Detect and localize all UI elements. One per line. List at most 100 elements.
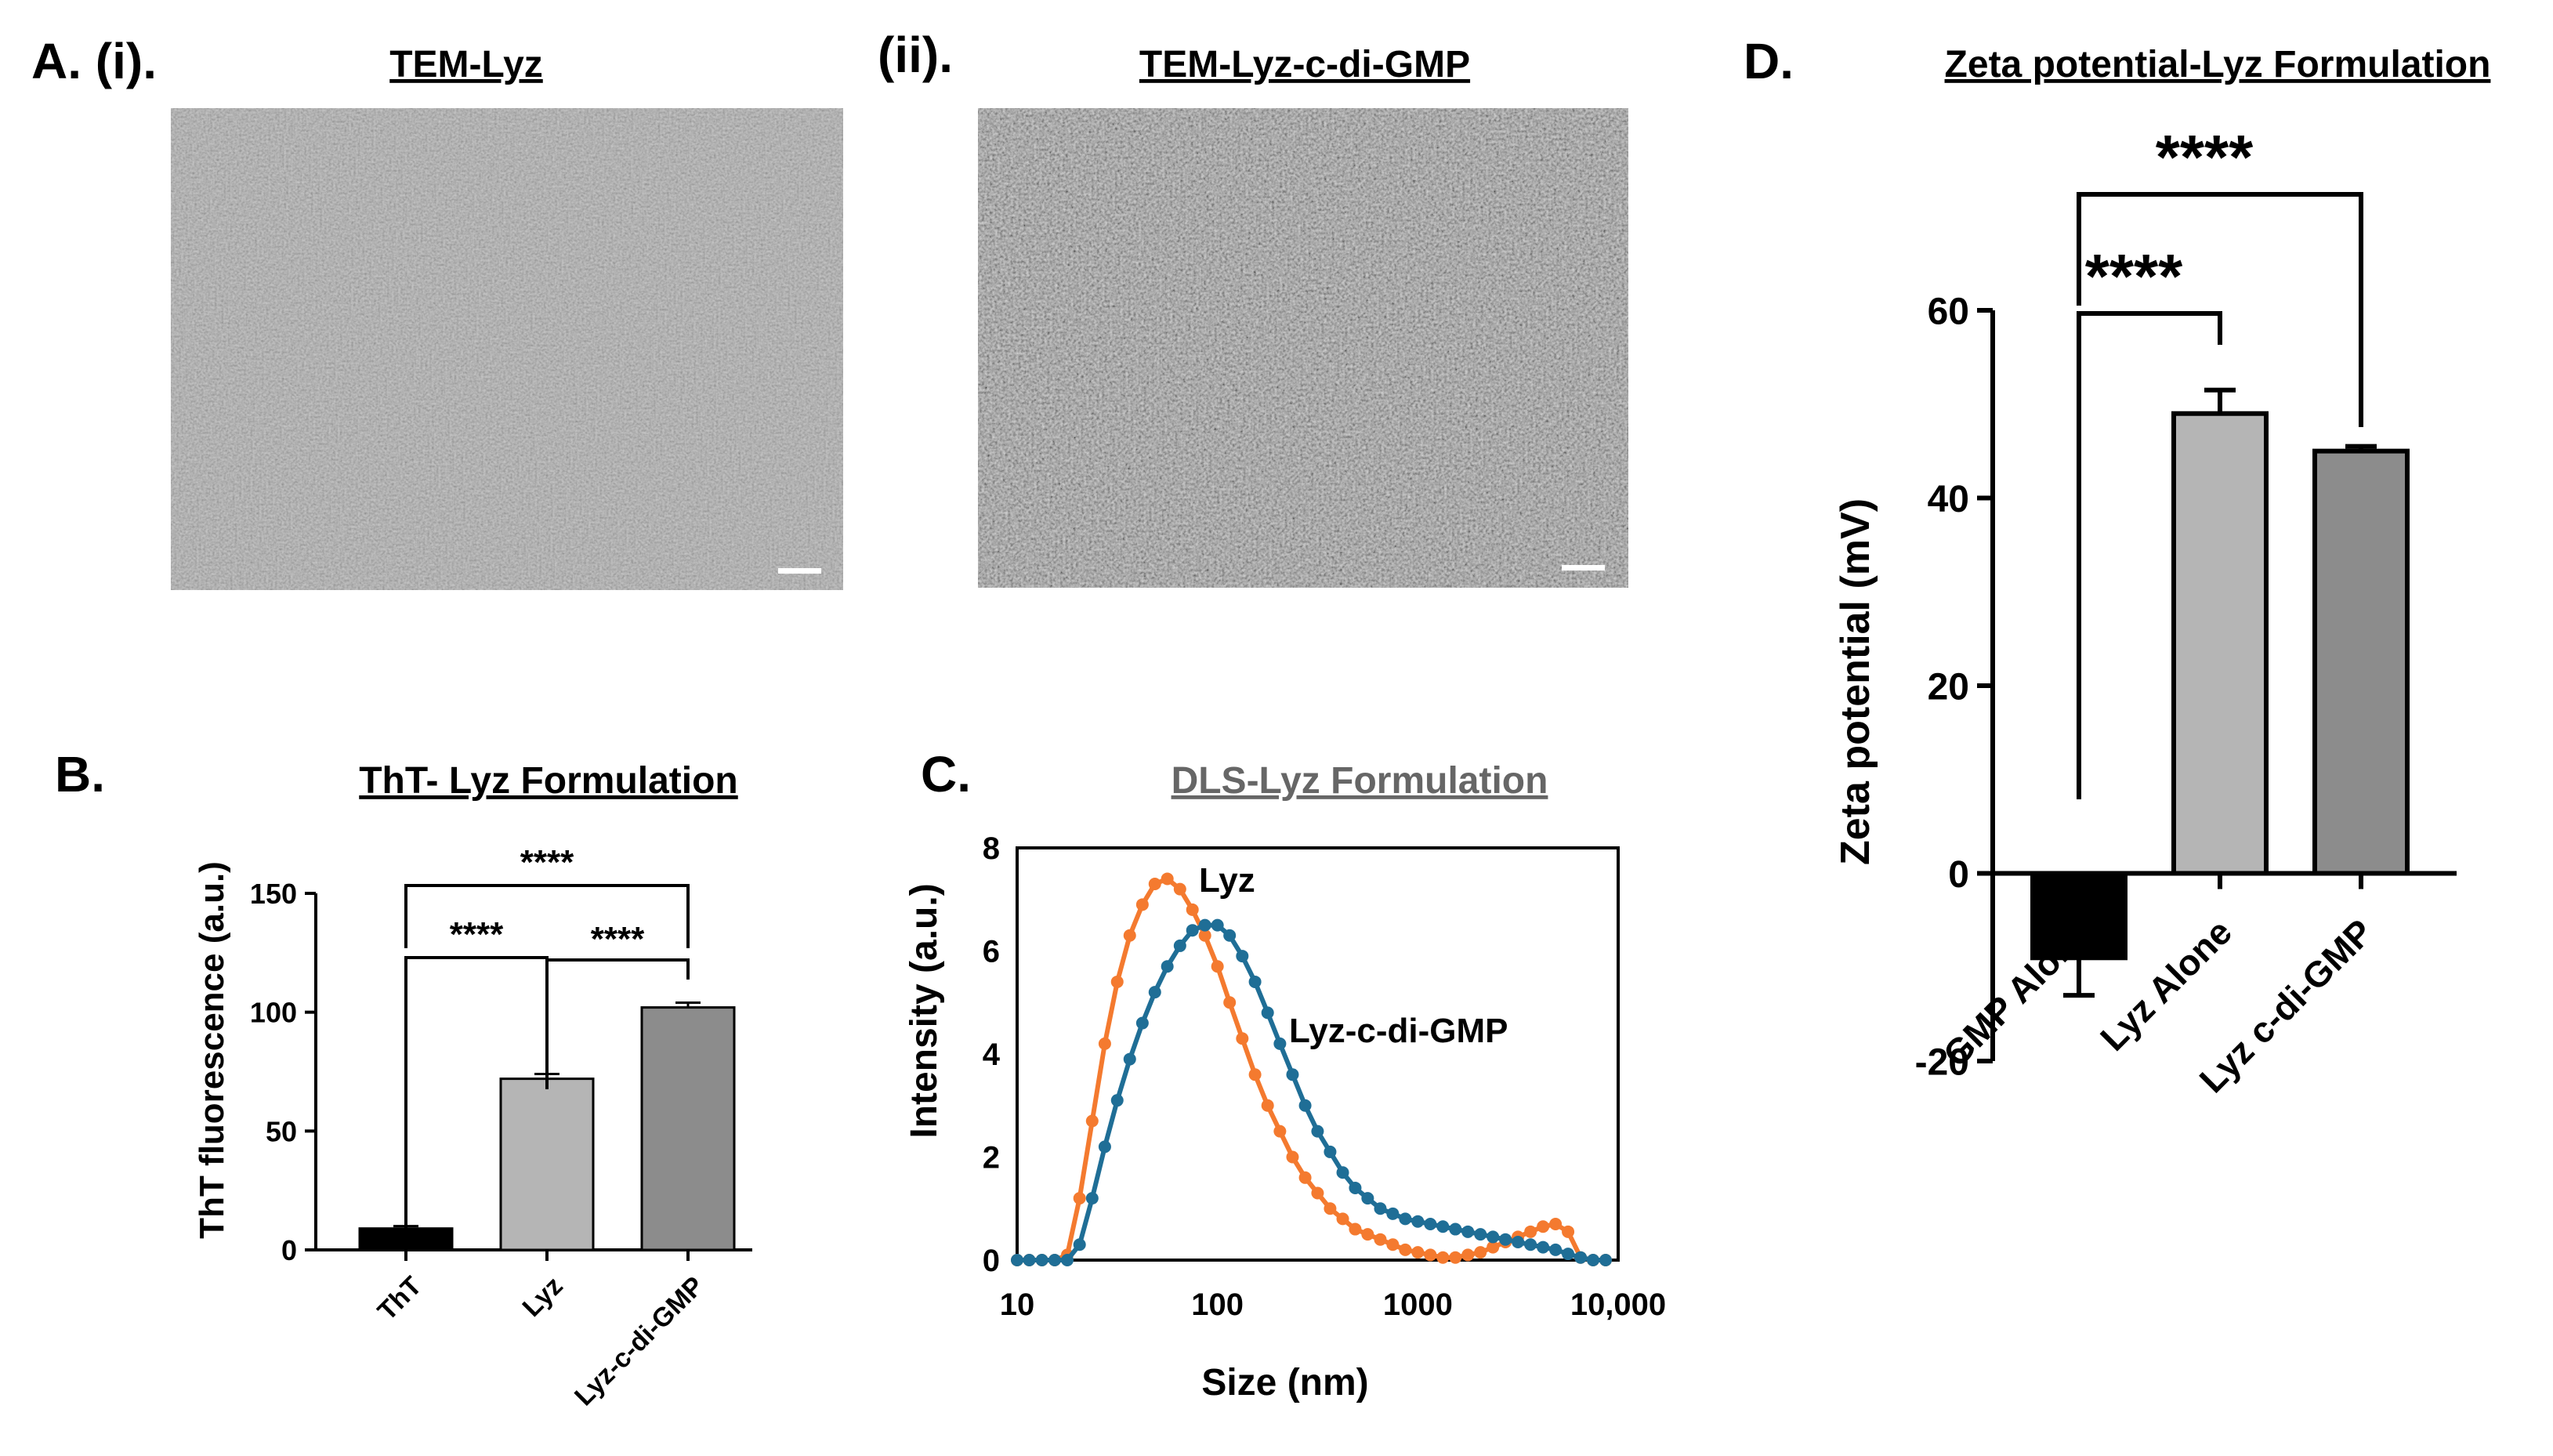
tem-right-title: TEM-Lyz-c-di-GMP <box>1139 44 1470 85</box>
tem-left-title: TEM-Lyz <box>389 44 543 85</box>
significance-bracket <box>404 956 549 1238</box>
data-point-lyz-c-di-gmp <box>1349 1181 1362 1194</box>
y-tick-label: 2 <box>983 1141 1000 1175</box>
annotation-lyz-c-di-gmp: Lyz-c-di-GMP <box>1289 1012 1508 1050</box>
scale-bar <box>1562 565 1605 570</box>
chart-b-title: ThT- Lyz Formulation <box>359 760 738 802</box>
data-point-lyz-c-di-gmp <box>1261 1006 1274 1020</box>
data-point-lyz <box>1537 1220 1550 1233</box>
data-point-lyz <box>1261 1099 1274 1112</box>
significance-stars: **** <box>2156 122 2254 192</box>
data-point-lyz-c-di-gmp <box>1135 1016 1149 1030</box>
data-point-lyz <box>1461 1248 1475 1262</box>
y-tick-label: 20 <box>1928 666 1969 708</box>
y-tick-label: 0 <box>281 1234 297 1266</box>
data-point-lyz <box>1085 1114 1099 1128</box>
data-point-lyz-c-di-gmp <box>1336 1166 1349 1179</box>
chart-c-ylabel: Intensity (a.u.) <box>904 883 945 1138</box>
data-point-lyz <box>1135 898 1149 911</box>
bar-lyz <box>499 1078 595 1251</box>
x-tick-label: 1000 <box>1383 1288 1453 1322</box>
data-point-lyz <box>1110 975 1124 988</box>
data-point-lyz <box>1098 1037 1111 1050</box>
bar-lyz-c-di-gmp <box>640 1006 736 1251</box>
data-point-lyz <box>1211 960 1224 973</box>
significance-bracket <box>2077 192 2363 427</box>
data-point-lyz-c-di-gmp <box>1311 1125 1324 1138</box>
data-point-lyz-c-di-gmp <box>1085 1192 1099 1205</box>
data-point-lyz <box>1161 872 1174 886</box>
data-point-lyz-c-di-gmp <box>1324 1145 1337 1158</box>
data-point-lyz <box>1386 1238 1400 1251</box>
data-point-lyz-c-di-gmp <box>1449 1222 1462 1236</box>
x-tick-label: 10 <box>1000 1288 1035 1322</box>
panel-label-d: D. <box>1744 33 1794 89</box>
y-tick-label: -20 <box>1915 1041 1969 1083</box>
data-point-lyz <box>1148 878 1161 891</box>
plot-frame <box>1016 846 1620 1262</box>
bar-lyz-alone <box>2171 411 2269 876</box>
data-point-lyz-c-di-gmp <box>1374 1202 1387 1215</box>
data-point-lyz <box>1361 1228 1374 1241</box>
data-point-lyz <box>1198 929 1211 942</box>
y-tick-label: 150 <box>250 878 297 910</box>
bar-lyz-c-di-gmp <box>2312 448 2410 876</box>
data-point-lyz <box>1524 1225 1537 1238</box>
series-line-lyz <box>1017 876 1606 1262</box>
scale-bar <box>778 568 821 574</box>
data-point-lyz-c-di-gmp <box>1035 1254 1048 1266</box>
tem-image-lyz <box>171 108 843 590</box>
data-point-lyz-c-di-gmp <box>1248 975 1262 988</box>
panel-label-a: A. (i). <box>31 33 157 89</box>
data-point-lyz-c-di-gmp <box>1148 986 1161 999</box>
y-tick-label: 4 <box>983 1038 1001 1072</box>
x-tick-label: Lyz-c-di-GMP <box>569 1271 710 1412</box>
data-point-lyz <box>1336 1212 1349 1226</box>
panel-label-c: C. <box>921 746 971 802</box>
data-point-lyz-c-di-gmp <box>1123 1052 1136 1066</box>
tem-image-lyz-c-di-gmp <box>978 108 1628 588</box>
data-point-lyz-c-di-gmp <box>1399 1212 1412 1226</box>
x-tick-label: GMP Alone <box>1936 911 2099 1074</box>
data-point-lyz-c-di-gmp <box>1098 1140 1111 1154</box>
data-point-lyz-c-di-gmp <box>1361 1192 1374 1205</box>
chart-d-ylabel: Zeta potential (mV) <box>1833 498 1878 865</box>
data-point-lyz-c-di-gmp <box>1574 1251 1588 1264</box>
data-point-lyz-c-di-gmp <box>1110 1094 1124 1107</box>
significance-stars: **** <box>520 843 574 882</box>
data-point-lyz-c-di-gmp <box>1173 939 1186 952</box>
series-line-lyz-c-di-gmp <box>1017 922 1606 1262</box>
data-point-lyz-c-di-gmp <box>1436 1220 1450 1233</box>
y-tick-label: 100 <box>250 997 297 1029</box>
panel-label-b: B. <box>55 746 105 802</box>
x-tick-label: ThT <box>372 1271 428 1327</box>
y-tick-label: 6 <box>983 935 1000 969</box>
data-point-lyz-c-di-gmp <box>1211 918 1224 932</box>
data-point-lyz-c-di-gmp <box>1048 1254 1061 1266</box>
data-point-lyz-c-di-gmp <box>1599 1254 1613 1266</box>
data-point-lyz-c-di-gmp <box>1236 950 1249 963</box>
y-tick-label: 60 <box>1928 291 1969 332</box>
data-point-lyz-c-di-gmp <box>1512 1235 1525 1248</box>
y-tick-label: 40 <box>1928 479 1969 520</box>
data-point-lyz <box>1073 1192 1086 1205</box>
data-point-lyz <box>1223 996 1237 1009</box>
data-point-lyz-c-di-gmp <box>1524 1238 1537 1251</box>
data-point-lyz <box>1474 1246 1487 1259</box>
data-point-lyz-c-di-gmp <box>1186 924 1199 937</box>
chart-dls: DLS-Lyz Formulation Intensity (a.u.) Siz… <box>904 760 1666 1403</box>
data-point-lyz <box>1123 929 1136 942</box>
chart-c-title: DLS-Lyz Formulation <box>1171 760 1548 802</box>
chart-c-xlabel: Size (nm) <box>1201 1362 1368 1403</box>
data-point-lyz <box>1236 1032 1249 1045</box>
data-point-lyz-c-di-gmp <box>1286 1068 1299 1081</box>
y-tick-label: 8 <box>983 831 1000 866</box>
data-point-lyz <box>1273 1125 1287 1138</box>
chart-zeta-potential: Zeta potential-Lyz Formulation Zeta pote… <box>1833 44 2490 1100</box>
data-point-lyz-c-di-gmp <box>1461 1225 1475 1238</box>
x-tick-label: 100 <box>1191 1288 1244 1322</box>
data-point-lyz <box>1324 1202 1337 1215</box>
data-point-lyz <box>1186 903 1199 916</box>
data-point-lyz <box>1173 882 1186 896</box>
data-point-lyz-c-di-gmp <box>1198 918 1211 932</box>
